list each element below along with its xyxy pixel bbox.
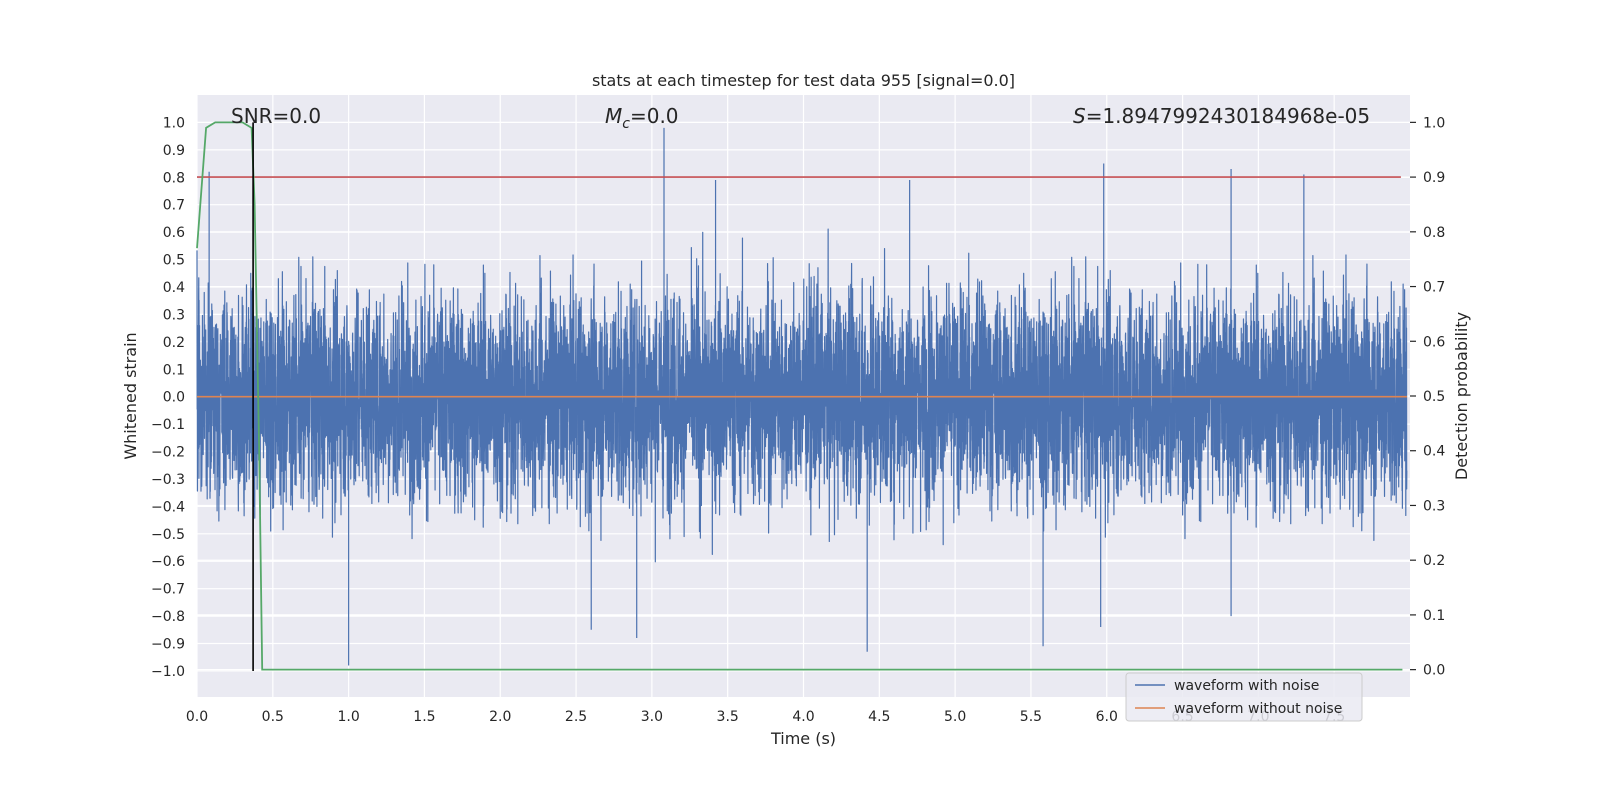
- annotation-snr: SNR=0.0: [231, 104, 321, 128]
- y-tick-label: −0.3: [151, 472, 185, 488]
- y2-tick-label: 0.5: [1423, 389, 1445, 405]
- x-tick-label: 1.5: [413, 709, 435, 725]
- x-tick-label: 4.0: [792, 709, 814, 725]
- annotation-s-value: =1.8947992430184968e-05: [1086, 104, 1370, 128]
- x-tick-label: 5.5: [1020, 709, 1042, 725]
- series-waveform-with-noise: [196, 127, 1408, 666]
- y2-axis-label: Detection probability: [1452, 312, 1471, 480]
- y-tick-label: 0.5: [163, 253, 185, 269]
- y-tick-label: 0.9: [163, 143, 185, 159]
- annotation-chirp-mass: Mc=0.0: [605, 104, 679, 132]
- y-tick-label: 0.3: [163, 307, 185, 323]
- y-tick-label: 0.1: [163, 362, 185, 378]
- x-tick-label: 5.0: [944, 709, 966, 725]
- annotation-mc-value: =0.0: [630, 104, 679, 128]
- x-tick-label: 2.0: [489, 709, 511, 725]
- y-tick-label: −0.9: [151, 637, 185, 653]
- y-tick-label: −1.0: [151, 664, 185, 680]
- legend-label-waveform-without-noise: waveform without noise: [1174, 701, 1342, 717]
- annotation-mc-subscript: c: [622, 116, 630, 132]
- y-tick-label: 0.6: [163, 225, 185, 241]
- noise-waveform-line: [196, 127, 1408, 666]
- y-tick-label: −0.1: [151, 417, 185, 433]
- y-tick-label: 0.8: [163, 170, 185, 186]
- y2-tick-label: 0.9: [1423, 170, 1445, 186]
- y2-tick-label: 0.8: [1423, 225, 1445, 241]
- y-tick-label: −0.8: [151, 609, 185, 625]
- x-tick-label: 3.5: [717, 709, 739, 725]
- x-tick-label: 2.5: [565, 709, 587, 725]
- annotation-mc-symbol: M: [605, 104, 622, 128]
- y-tick-label: −0.2: [151, 445, 185, 461]
- x-tick-label: 6.0: [1096, 709, 1118, 725]
- y2-tick-label: 0.4: [1423, 444, 1445, 460]
- y-tick-label: −0.6: [151, 554, 185, 570]
- y2-tick-label: 0.6: [1423, 334, 1445, 350]
- y2-tick-label: 0.1: [1423, 608, 1445, 624]
- y-tick-label: 0.7: [163, 198, 185, 214]
- y2-tick-label: 0.2: [1423, 553, 1445, 569]
- x-tick-label: 3.0: [641, 709, 663, 725]
- annotation-s: S=1.8947992430184968e-05: [1073, 104, 1370, 128]
- y2-tick-label: 0.3: [1423, 498, 1445, 514]
- x-tick-label: 4.5: [868, 709, 890, 725]
- y-tick-label: −0.7: [151, 582, 185, 598]
- y-tick-label: 0.4: [163, 280, 185, 296]
- y-tick-label: 0.0: [163, 390, 185, 406]
- y-tick-label: −0.4: [151, 499, 185, 515]
- y-tick-label: −0.5: [151, 527, 185, 543]
- y2-tick-label: 0.7: [1423, 280, 1445, 296]
- y-axis-label: Whitened strain: [121, 332, 140, 459]
- x-tick-label: 0.5: [262, 709, 284, 725]
- annotation-s-symbol: S: [1073, 104, 1086, 128]
- y-axis-ticks: 1.0 0.9 0.8 0.7 0.6 0.5 0.4 0.3 0.2 0.1 0.0 −0.1 −0.…: [151, 115, 185, 680]
- y2-tick-label: 0.0: [1423, 663, 1445, 679]
- legend: waveform with noise waveform without noi…: [1125, 672, 1363, 722]
- y-tick-label: 0.2: [163, 335, 185, 351]
- legend-box: [1125, 672, 1363, 722]
- legend-label-waveform-with-noise: waveform with noise: [1174, 678, 1319, 694]
- x-axis-label: Time (s): [770, 729, 836, 748]
- chart-title: stats at each timestep for test data 955…: [592, 71, 1015, 90]
- y2-axis-ticks: 1.0 0.9 0.8 0.7 0.6 0.5 0.4 0.3 0.2 0.1 0.0: [1410, 115, 1445, 679]
- x-tick-label: 1.0: [337, 709, 359, 725]
- y2-tick-label: 1.0: [1423, 115, 1445, 131]
- x-tick-label: 0.0: [186, 709, 208, 725]
- y-tick-label: 1.0: [163, 115, 185, 131]
